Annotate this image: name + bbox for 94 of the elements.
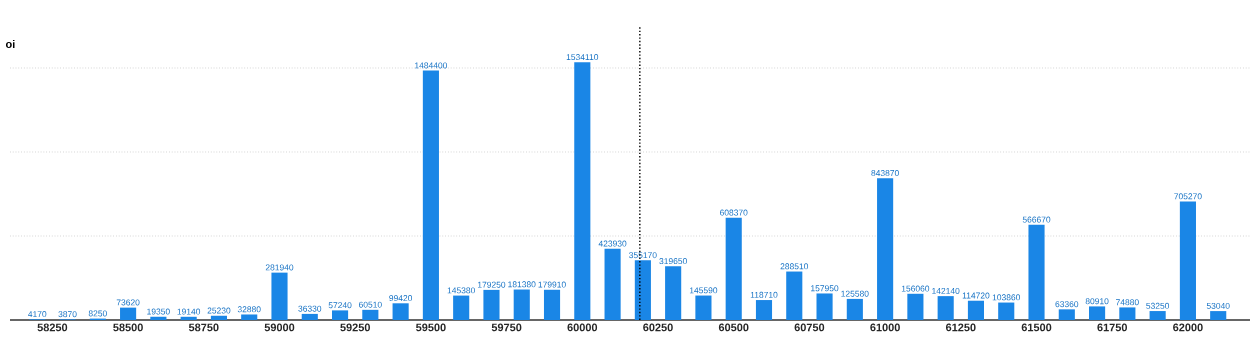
data-label: 25230 [207,307,231,314]
data-label: 566670 [1022,216,1051,223]
data-label: 53040 [1206,302,1230,309]
data-label: 145380 [447,287,475,294]
bar [604,248,621,320]
data-label: 705270 [1174,193,1202,200]
x-tick-label: 59500 [416,323,446,332]
x-tick-label: 60500 [718,323,749,332]
x-tick-label: 60000 [567,323,598,332]
x-tick-label: 59000 [264,323,295,332]
bar [483,289,500,320]
bar [846,298,863,320]
bar [271,272,288,320]
data-label: 74880 [1116,299,1139,306]
data-label: 157950 [811,285,839,292]
data-label: 1484400 [415,62,448,69]
bar [755,300,773,320]
data-label: 179910 [538,281,566,288]
data-label: 73620 [116,299,140,306]
data-label: 288510 [780,263,809,270]
x-tick-label: 61250 [945,323,976,332]
bar [634,260,651,320]
bar [180,316,197,320]
data-label: 53250 [1146,302,1170,309]
data-label: 60510 [359,301,382,308]
bar [120,307,137,320]
bar [665,266,682,320]
data-label: 843870 [871,170,899,177]
data-label: 181380 [508,281,536,288]
x-tick-label: 61000 [870,323,900,332]
bar [422,70,439,320]
bar [210,315,227,320]
bar [392,303,409,320]
data-label: 319650 [659,258,687,265]
bar [1210,311,1227,320]
bar [998,302,1015,320]
bar [907,293,924,320]
bar [937,296,954,320]
data-label: 8250 [88,310,107,317]
x-tick-label: 58750 [188,323,219,332]
bar [362,309,379,320]
bar [513,289,530,320]
bar [967,300,985,320]
data-label: 4170 [28,311,47,318]
bar [332,310,349,320]
bar [241,314,258,320]
data-label: 281940 [265,264,294,271]
bar [453,295,470,320]
data-label: 19350 [147,308,170,315]
data-label: 179250 [477,281,506,288]
data-label: 19140 [177,308,201,315]
data-label: 142140 [932,287,960,294]
data-label: 99420 [389,295,413,302]
data-label: 125580 [841,290,869,297]
x-tick-label: 61500 [1021,323,1052,332]
y-axis-title: oi [5,39,15,49]
data-label: 32880 [237,306,261,313]
data-label: 156060 [901,285,930,292]
bar [695,295,712,320]
x-tick-label: 62000 [1173,323,1203,332]
data-label: 608370 [720,209,748,216]
bar [816,293,833,320]
bar [574,62,591,320]
bar [1058,309,1075,320]
x-tick-label: 59750 [491,323,522,332]
data-label: 3870 [58,311,77,318]
bar [1149,311,1166,320]
x-tick-label: 60250 [643,323,673,332]
data-label: 36330 [298,305,322,312]
data-label: 103860 [992,294,1021,301]
data-label: 114720 [962,292,990,299]
bar [1119,307,1136,320]
bar [543,289,561,320]
data-label: 1534110 [566,54,599,61]
x-tick-label: 61750 [1097,323,1127,332]
bar [301,313,318,320]
data-label: 63360 [1055,301,1079,308]
bar [150,316,167,320]
bar [786,271,803,320]
data-label: 80910 [1085,298,1109,305]
x-tick-label: 58250 [37,323,68,332]
x-tick-label: 58500 [113,323,143,332]
x-tick-label: 60750 [794,323,825,332]
data-label: 355170 [629,252,657,259]
bar [877,178,894,320]
data-label: 118710 [750,291,778,298]
data-label: 423930 [598,240,627,247]
bar [1179,201,1196,320]
x-tick-label: 59250 [340,323,370,332]
data-label: 57240 [328,302,352,309]
bar [1028,224,1045,320]
bar [725,217,742,320]
data-label: 145590 [689,287,718,294]
bar [1089,306,1106,320]
